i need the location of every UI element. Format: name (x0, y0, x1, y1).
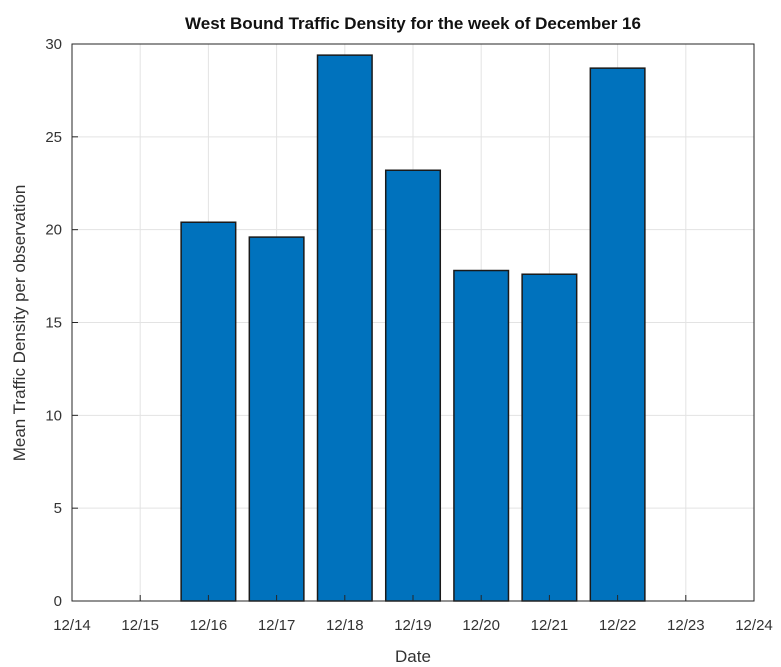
bar-12-22 (589, 67, 646, 602)
y-tick-label: 15 (45, 315, 62, 332)
x-tick-label: 12/15 (121, 617, 159, 634)
x-tick-label: 12/19 (394, 617, 432, 634)
x-axis-label: Date (395, 647, 431, 666)
bars (180, 54, 646, 602)
x-tick-label: 12/17 (258, 617, 296, 634)
y-tick-label: 5 (54, 500, 62, 517)
bar-12-18 (316, 54, 373, 602)
x-tick-label: 12/23 (667, 617, 705, 634)
x-tick-label: 12/14 (53, 617, 91, 634)
x-tick-label: 12/24 (735, 617, 773, 634)
x-tick-label: 12/20 (462, 617, 500, 634)
bar-12-16 (180, 221, 237, 602)
x-tick-label: 12/22 (599, 617, 637, 634)
y-axis-ticks: 0 5 10 15 20 25 30 (45, 36, 78, 610)
bar-12-21 (521, 273, 578, 602)
y-tick-label: 25 (45, 129, 62, 146)
bar-12-19 (384, 169, 442, 602)
x-axis-ticks: 12/14 12/15 12/16 12/17 12/18 12/19 12/20 12/21… (53, 595, 773, 634)
bar-12-20 (453, 269, 510, 602)
bar-12-17 (248, 236, 305, 602)
y-tick-label: 30 (45, 36, 62, 53)
y-axis-label: Mean Traffic Density per observation (10, 185, 29, 462)
y-tick-label: 0 (54, 593, 62, 610)
x-tick-label: 12/18 (326, 617, 364, 634)
y-tick-label: 20 (45, 222, 62, 239)
x-tick-label: 12/21 (531, 617, 569, 634)
y-tick-label: 10 (45, 407, 62, 424)
x-tick-label: 12/16 (190, 617, 228, 634)
chart-title: West Bound Traffic Density for the week … (185, 14, 641, 33)
